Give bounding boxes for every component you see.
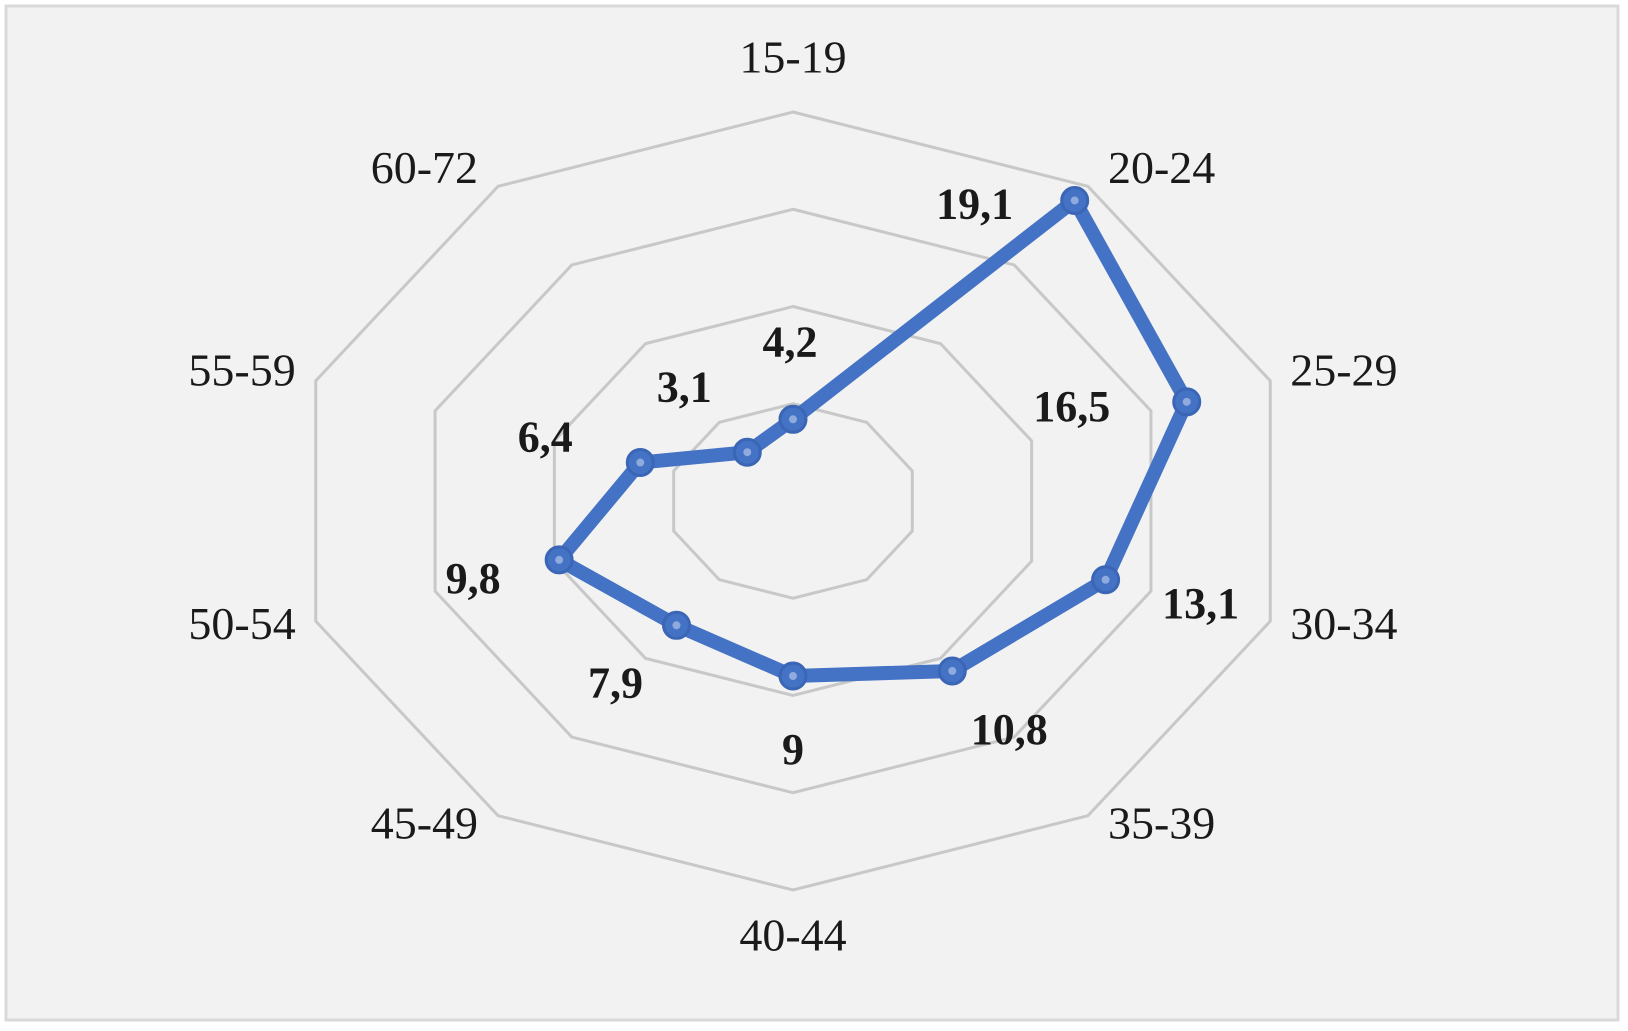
category-label: 40-44 <box>739 910 846 961</box>
category-label: 55-59 <box>188 344 295 395</box>
category-label: 25-29 <box>1290 344 1397 395</box>
data-point-center <box>1182 397 1191 406</box>
data-label: 7,9 <box>588 658 643 707</box>
chart-background <box>4 4 1620 1022</box>
data-point-center <box>789 672 797 681</box>
data-point-center <box>1101 575 1110 584</box>
category-label: 35-39 <box>1108 797 1215 848</box>
data-label: 13,1 <box>1162 579 1239 628</box>
grid-ring <box>552 304 1034 698</box>
data-label: 6,4 <box>518 413 573 462</box>
data-label: 19,1 <box>936 180 1013 229</box>
category-label: 50-54 <box>188 598 295 649</box>
category-label: 45-49 <box>371 797 478 848</box>
category-label: 15-19 <box>739 32 846 83</box>
data-label: 3,1 <box>657 362 712 411</box>
data-label: 10,8 <box>971 705 1048 754</box>
category-label: 30-34 <box>1290 598 1397 649</box>
data-point-center <box>948 666 957 675</box>
data-point-center <box>789 415 797 424</box>
data-point-center <box>743 448 752 457</box>
data-label: 4,2 <box>763 317 818 366</box>
category-label: 20-24 <box>1108 142 1215 193</box>
data-point-center <box>1070 196 1079 205</box>
grid-ring <box>433 207 1153 795</box>
grid-ring <box>314 110 1272 892</box>
data-point-center <box>555 555 564 564</box>
data-point-center <box>636 458 645 467</box>
data-point-center <box>672 621 681 630</box>
data-label: 9,8 <box>446 554 501 603</box>
data-label: 16,5 <box>1033 382 1110 431</box>
data-label: 9 <box>782 725 804 774</box>
category-label: 60-72 <box>371 142 478 193</box>
